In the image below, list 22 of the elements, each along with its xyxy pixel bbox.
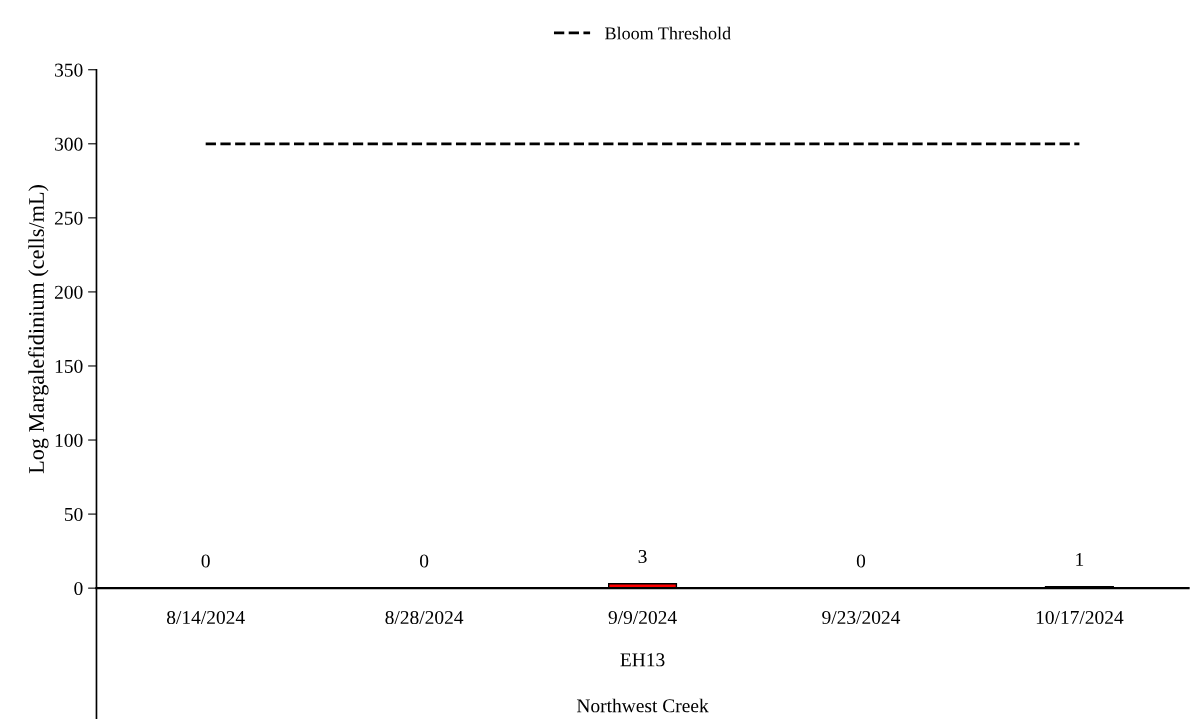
data-label: 1 bbox=[1076, 553, 1084, 566]
y-tick-label: 200 bbox=[54, 285, 83, 299]
data-label: 0 bbox=[201, 554, 210, 568]
data-label: 3 bbox=[638, 550, 647, 564]
y-tick-label: 150 bbox=[55, 359, 83, 373]
y-tick-label: 300 bbox=[55, 137, 83, 151]
y-tick-label: 50 bbox=[64, 507, 83, 522]
data-label: 0 bbox=[856, 554, 866, 568]
y-tick-label: 350 bbox=[55, 63, 83, 77]
y-tick-label: 0 bbox=[74, 581, 83, 596]
x-tick-label: 9/9/2024 bbox=[608, 610, 677, 625]
y-tick-label: 250 bbox=[54, 211, 83, 225]
y-axis-title: Log Margalefidinium (cells/mL) bbox=[28, 185, 49, 474]
data-label: 0 bbox=[420, 554, 429, 568]
x-tick-label: 8/28/2024 bbox=[385, 610, 464, 625]
y-tick-label: 100 bbox=[55, 433, 83, 447]
legend-label: Bloom Threshold bbox=[605, 26, 731, 40]
x-tick-label: 9/23/2024 bbox=[822, 610, 901, 625]
x-tick-label: 10/17/2024 bbox=[1036, 610, 1124, 625]
text: Northwest Creek bbox=[576, 698, 709, 713]
text: EH13 bbox=[620, 653, 665, 667]
x-tick-label: 8/14/2024 bbox=[167, 610, 245, 625]
